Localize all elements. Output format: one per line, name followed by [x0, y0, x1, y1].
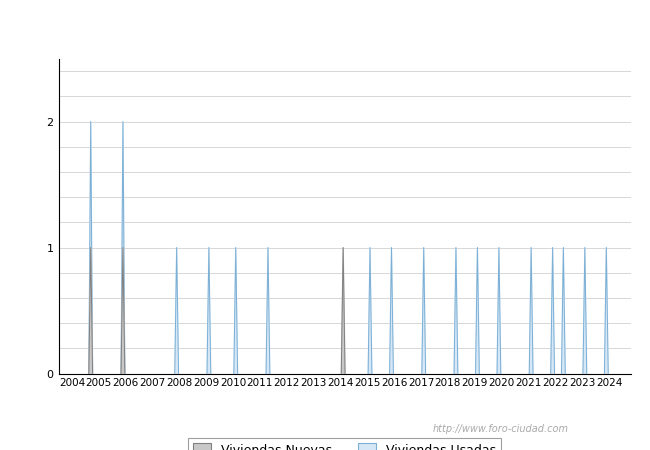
Polygon shape	[121, 122, 125, 374]
Polygon shape	[234, 248, 238, 374]
Polygon shape	[341, 248, 345, 374]
Polygon shape	[89, 248, 92, 374]
Polygon shape	[562, 248, 566, 374]
Polygon shape	[476, 248, 479, 374]
Polygon shape	[551, 248, 554, 374]
Text: Barromán - Evolucion del Nº de Transacciones Inmobiliarias: Barromán - Evolucion del Nº de Transacci…	[107, 16, 543, 31]
Legend: Viviendas Nuevas, Viviendas Usadas: Viviendas Nuevas, Viviendas Usadas	[188, 438, 501, 450]
Polygon shape	[497, 248, 500, 374]
Polygon shape	[604, 248, 608, 374]
Polygon shape	[454, 248, 458, 374]
Polygon shape	[266, 248, 270, 374]
Polygon shape	[529, 248, 533, 374]
Text: http://www.foro-ciudad.com: http://www.foro-ciudad.com	[432, 424, 569, 434]
Polygon shape	[583, 248, 587, 374]
Polygon shape	[121, 248, 125, 374]
Polygon shape	[175, 248, 179, 374]
Polygon shape	[207, 248, 211, 374]
Polygon shape	[422, 248, 426, 374]
Polygon shape	[368, 248, 372, 374]
Polygon shape	[89, 122, 92, 374]
Polygon shape	[389, 248, 393, 374]
